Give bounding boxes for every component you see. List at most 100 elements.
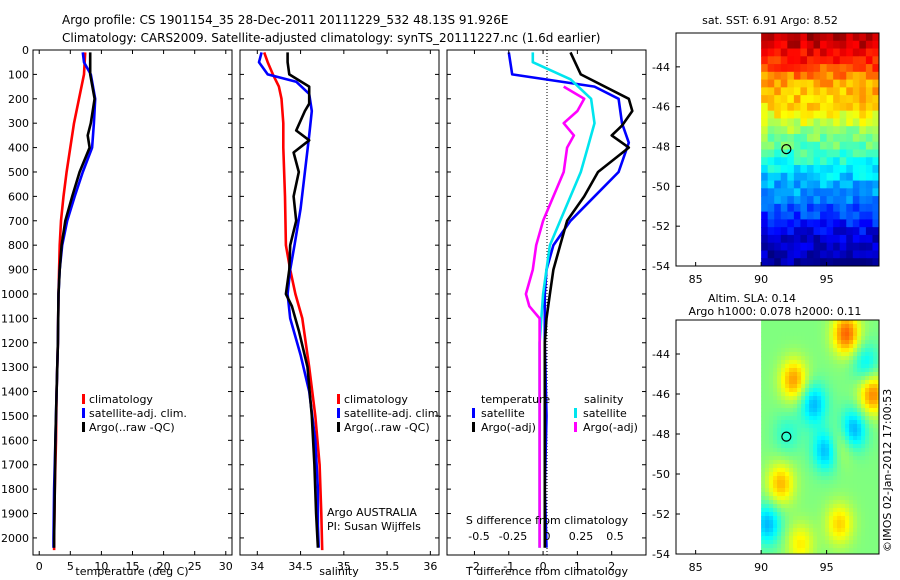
sla-cell	[777, 520, 782, 525]
sla-cell	[769, 532, 774, 537]
sla-cell	[805, 376, 810, 381]
sla-cell	[861, 456, 866, 461]
sla-cell	[809, 488, 814, 493]
sla-cell	[813, 440, 818, 445]
sst-cell	[826, 95, 834, 104]
sla-cell	[845, 328, 850, 333]
sla-cell	[865, 504, 870, 509]
sst-cell	[793, 250, 802, 259]
sla-cell	[773, 536, 778, 541]
sst-cell	[774, 165, 782, 174]
sla-cell	[865, 432, 870, 437]
sla-cell	[829, 448, 834, 453]
sla-cell	[809, 372, 814, 377]
sla-cell	[813, 528, 818, 533]
legend-title-salinity: salinity	[584, 393, 624, 406]
depth-tick-label: 1300	[1, 361, 29, 374]
sla-cell	[853, 508, 858, 513]
sst-cell	[813, 110, 821, 120]
sst-cell	[872, 33, 879, 42]
sla-cell	[809, 460, 814, 465]
sla-cell	[777, 416, 782, 421]
sla-cell	[793, 372, 798, 377]
sla-cell	[861, 412, 866, 417]
sst-cell	[787, 172, 795, 182]
sla-cell	[869, 536, 874, 541]
sla-cell	[801, 324, 806, 329]
sla-cell	[825, 540, 830, 545]
sst-cell	[793, 118, 802, 127]
sst-cell	[806, 250, 815, 259]
sst-cell	[872, 149, 879, 158]
sst-cell	[852, 102, 860, 112]
sla-cell	[813, 464, 818, 469]
sla-cell	[761, 360, 766, 365]
sst-cell	[833, 227, 841, 236]
sst-cell	[859, 188, 867, 197]
sla-cell	[861, 388, 866, 393]
sst-cell	[820, 87, 828, 96]
sla-cell	[857, 444, 862, 449]
sla-cell	[869, 516, 874, 521]
sla-cell	[861, 520, 866, 525]
sla-cell	[865, 376, 870, 381]
sla-cell	[877, 424, 879, 429]
sla-cell	[849, 420, 854, 425]
sst-cell	[787, 87, 795, 96]
sla-cell	[877, 412, 879, 417]
sst-cell	[800, 188, 808, 197]
sst-cell	[826, 258, 834, 266]
sla-cell	[865, 492, 870, 497]
sla-cell	[781, 512, 786, 517]
sla-cell	[765, 552, 770, 554]
sst-cell	[780, 227, 788, 236]
sla-cell	[785, 536, 790, 541]
sst-cell	[865, 250, 874, 259]
sst-cell	[833, 71, 841, 81]
sst-cell	[846, 180, 854, 189]
sla-cell	[817, 400, 822, 405]
sla-cell	[825, 400, 830, 405]
sla-cell	[837, 440, 842, 445]
sst-cell	[767, 211, 775, 220]
sst-cell	[839, 141, 847, 151]
sst-cell	[859, 165, 867, 174]
sst-cell	[839, 40, 847, 50]
sst-cell	[761, 102, 769, 112]
sla-cell	[873, 468, 878, 473]
sla-cell	[841, 472, 846, 477]
sla-cell	[813, 368, 818, 373]
sst-cell	[826, 102, 834, 112]
sst-cell	[806, 149, 815, 158]
sst-cell	[826, 118, 834, 127]
map-x-tick-label: 90	[754, 273, 768, 286]
legend-swatch-blue	[337, 408, 340, 418]
sla-cell	[769, 356, 774, 361]
sst-cell	[806, 219, 815, 228]
sla-cell	[773, 508, 778, 513]
sla-cell	[781, 360, 786, 365]
sla-cell	[873, 536, 878, 541]
sla-cell	[761, 396, 766, 401]
legend-swatch-magenta	[574, 422, 577, 432]
sla-cell	[793, 528, 798, 533]
sla-cell	[833, 516, 838, 521]
sla-cell	[817, 500, 822, 505]
sst-cell	[780, 219, 788, 228]
sst-cell	[774, 172, 782, 182]
sla-cell	[809, 384, 814, 389]
sla-cell	[769, 516, 774, 521]
sst-cell	[761, 157, 769, 166]
sla-cell	[769, 536, 774, 541]
sst-cell	[820, 188, 828, 197]
sla-cell	[773, 444, 778, 449]
sla-cell	[781, 552, 786, 554]
sst-cell	[859, 64, 867, 73]
sla-cell	[777, 516, 782, 521]
sst-cell	[865, 95, 874, 104]
sst-cell	[767, 172, 775, 182]
sst-cell	[872, 40, 879, 50]
sst-cell	[774, 40, 782, 50]
sla-cell	[865, 456, 870, 461]
sla-cell	[829, 516, 834, 521]
